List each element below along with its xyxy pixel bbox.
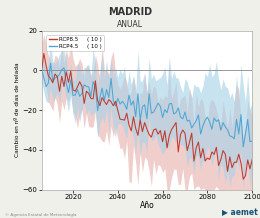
Y-axis label: Cambio en nº de días de helada: Cambio en nº de días de helada (15, 63, 20, 157)
Legend: RCP8.5     ( 10 ), RCP4.5     ( 10 ): RCP8.5 ( 10 ), RCP4.5 ( 10 ) (47, 35, 104, 51)
X-axis label: Año: Año (140, 201, 154, 210)
Text: ANUAL: ANUAL (117, 20, 143, 29)
Text: ▶ aemet: ▶ aemet (222, 208, 257, 217)
Text: MADRID: MADRID (108, 7, 152, 17)
Text: © Agencia Estatal de Meteorología: © Agencia Estatal de Meteorología (5, 213, 77, 217)
